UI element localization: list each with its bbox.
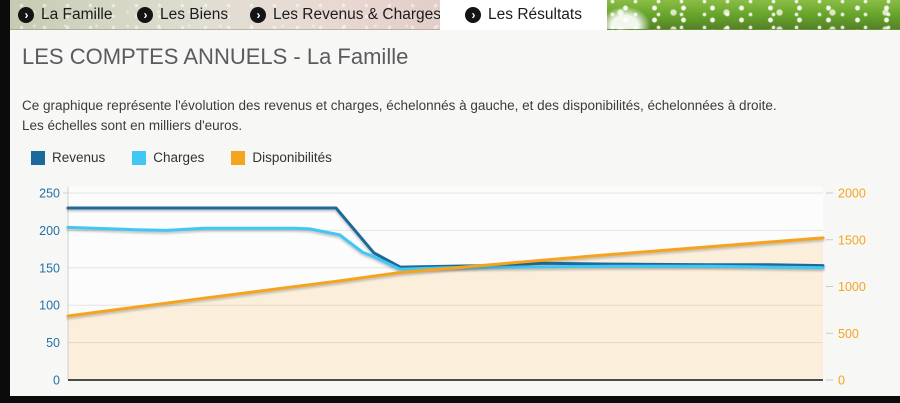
legend-item-charges[interactable]: Charges bbox=[132, 150, 204, 165]
right-axis-tick: 500 bbox=[838, 327, 859, 341]
chevron-circle-icon: › bbox=[250, 7, 266, 23]
right-axis-tick: 1500 bbox=[838, 233, 866, 247]
tab-label: La Famille bbox=[41, 6, 113, 23]
description-line-2: Les échelles sont en milliers d'euros. bbox=[22, 117, 243, 133]
legend-item-revenus[interactable]: Revenus bbox=[31, 150, 105, 165]
series-charges bbox=[66, 225, 825, 271]
right-axis-tick: 1000 bbox=[838, 280, 866, 294]
right-axis-tick: 0 bbox=[838, 374, 845, 388]
left-axis-tick: 100 bbox=[39, 299, 60, 313]
legend-item-disponibilites[interactable]: Disponibilités bbox=[231, 150, 332, 165]
right-axis-tick: 2000 bbox=[838, 187, 866, 201]
annual-accounts-chart: 0 50 100 150 200 250 0 500 1000 1500 2000 bbox=[10, 183, 895, 390]
tab-label: Les Revenus & Charges bbox=[273, 6, 442, 23]
description-line-1: Ce graphique représente l'évolution des … bbox=[22, 98, 777, 113]
legend-label: Revenus bbox=[52, 150, 106, 165]
tab-les-biens[interactable]: › Les Biens bbox=[137, 0, 228, 30]
chevron-circle-icon: › bbox=[18, 7, 34, 23]
left-axis-tick: 50 bbox=[46, 336, 60, 350]
tab-la-famille[interactable]: › La Famille bbox=[18, 0, 113, 30]
tab-les-resultats[interactable]: › Les Résultats bbox=[440, 0, 607, 30]
legend-label: Disponibilités bbox=[252, 150, 332, 165]
page-title: LES COMPTES ANNUELS - La Famille bbox=[22, 44, 409, 69]
window-bottom-edge bbox=[0, 396, 900, 403]
left-axis-tick: 250 bbox=[39, 187, 60, 201]
tab-label: Les Biens bbox=[160, 6, 229, 23]
header-photo-overlay bbox=[10, 0, 440, 30]
tab-label: Les Résultats bbox=[488, 6, 582, 23]
chart-legend: Revenus Charges Disponibilités bbox=[31, 150, 332, 165]
header-photo-meadow bbox=[607, 0, 900, 30]
chart-canvas: 0 50 100 150 200 250 0 500 1000 1500 2000 bbox=[39, 187, 866, 388]
left-axis-tick: 200 bbox=[39, 224, 60, 238]
tab-bar: › La Famille › Les Biens › Les Revenus &… bbox=[10, 0, 900, 30]
series-revenus bbox=[66, 206, 825, 269]
legend-label: Charges bbox=[153, 150, 205, 165]
charges-swatch-icon bbox=[132, 150, 147, 165]
disponibilites-swatch-icon bbox=[231, 150, 246, 165]
revenus-swatch-icon bbox=[31, 150, 45, 165]
tab-les-revenus-charges[interactable]: › Les Revenus & Charges bbox=[250, 0, 441, 30]
left-axis-tick: 150 bbox=[39, 261, 60, 275]
left-axis-tick: 0 bbox=[53, 374, 60, 388]
series-disponibilites bbox=[66, 236, 825, 318]
chevron-circle-icon: › bbox=[137, 7, 153, 23]
chevron-circle-icon: › bbox=[465, 7, 482, 23]
chart-description: Ce graphique représente l'évolution des … bbox=[22, 96, 777, 135]
window-left-edge bbox=[0, 0, 10, 403]
